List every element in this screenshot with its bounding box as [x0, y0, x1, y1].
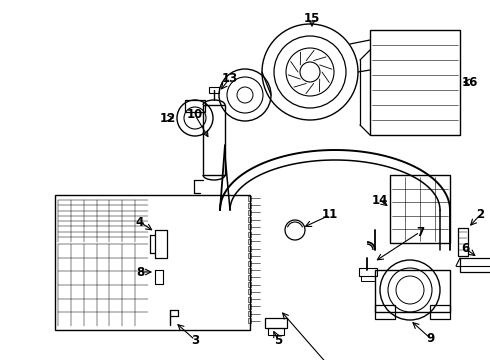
- Text: 3: 3: [191, 333, 199, 346]
- Bar: [268, 328, 284, 335]
- Bar: [248, 203, 251, 208]
- Bar: [460, 258, 490, 272]
- Bar: [390, 175, 450, 243]
- Bar: [203, 105, 225, 175]
- Text: 4: 4: [136, 216, 144, 229]
- Text: 2: 2: [476, 208, 484, 221]
- Text: 16: 16: [462, 76, 478, 89]
- Text: 10: 10: [187, 108, 203, 122]
- Text: 12: 12: [160, 112, 176, 125]
- Bar: [248, 246, 251, 251]
- Bar: [361, 276, 375, 281]
- Bar: [248, 275, 251, 280]
- Text: 5: 5: [274, 333, 282, 346]
- Bar: [265, 318, 287, 328]
- Bar: [248, 210, 251, 215]
- Bar: [209, 87, 219, 93]
- Bar: [248, 268, 251, 273]
- Text: 6: 6: [461, 242, 469, 255]
- Bar: [248, 224, 251, 229]
- Text: 14: 14: [372, 194, 388, 207]
- Text: 9: 9: [426, 332, 434, 345]
- Bar: [458, 228, 468, 256]
- Bar: [248, 231, 251, 237]
- Text: 15: 15: [304, 12, 320, 24]
- Bar: [248, 217, 251, 222]
- Bar: [248, 253, 251, 258]
- Bar: [248, 195, 251, 201]
- Bar: [185, 100, 205, 112]
- Bar: [248, 239, 251, 244]
- Bar: [430, 305, 450, 319]
- Text: 8: 8: [136, 266, 144, 279]
- Bar: [248, 318, 251, 323]
- Bar: [248, 297, 251, 302]
- Text: 13: 13: [222, 72, 238, 85]
- Text: 7: 7: [416, 225, 424, 238]
- Bar: [359, 268, 377, 276]
- Bar: [248, 282, 251, 287]
- Bar: [248, 304, 251, 309]
- Bar: [375, 305, 395, 319]
- Text: 11: 11: [322, 208, 338, 221]
- Bar: [248, 311, 251, 316]
- Bar: [55, 195, 250, 330]
- Bar: [375, 270, 450, 312]
- Bar: [248, 261, 251, 266]
- Bar: [248, 289, 251, 294]
- Bar: [370, 30, 460, 135]
